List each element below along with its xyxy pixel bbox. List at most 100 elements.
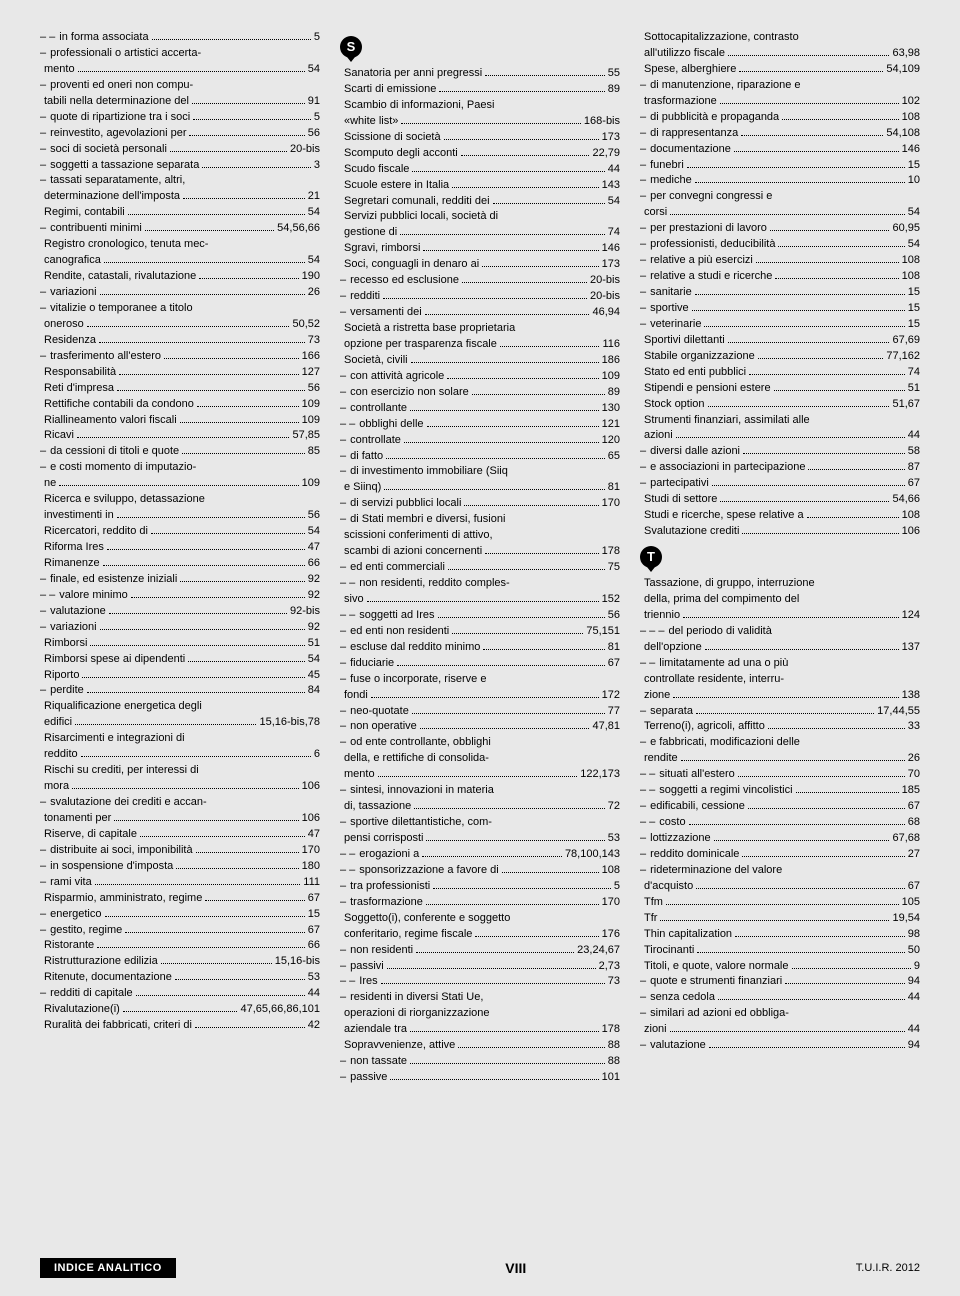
- index-entry: Segretari comunali, redditi dei54: [340, 194, 620, 210]
- index-entry: della, prima del compimento del: [640, 592, 920, 608]
- index-entry: – energetico15: [40, 907, 320, 923]
- entry-page: 190: [302, 269, 320, 285]
- entry-dash: –: [340, 719, 346, 735]
- entry-page: 166: [302, 349, 320, 365]
- entry-page: 105: [902, 895, 920, 911]
- entry-page: 15: [908, 285, 920, 301]
- index-entry: – – soggetti ad Ires56: [340, 608, 620, 624]
- entry-page: 19,54: [892, 911, 920, 927]
- entry-dash: –: [340, 624, 346, 640]
- entry-label: reinvestito, agevolazioni per: [50, 126, 186, 142]
- entry-dots: [367, 601, 599, 602]
- entry-label: scissioni conferimenti di attivo,: [344, 528, 493, 544]
- entry-dots: [768, 728, 905, 729]
- entry-label: Rimborsi spese ai dipendenti: [44, 652, 185, 668]
- index-entry: opzione per trasparenza fiscale116: [340, 337, 620, 353]
- index-entry: Spese, alberghiere54,109: [640, 62, 920, 78]
- entry-label: partecipativi: [650, 476, 709, 492]
- index-entry: sivo152: [340, 592, 620, 608]
- entry-dash: –: [40, 986, 46, 1002]
- entry-dots: [196, 852, 299, 853]
- index-entry: Riserve, di capitale47: [40, 827, 320, 843]
- index-entry: – sintesi, innovazioni in materia: [340, 783, 620, 799]
- entry-label: Sgravi, rimborsi: [344, 241, 420, 257]
- entry-page: 47,81: [592, 719, 620, 735]
- entry-label: canografica: [44, 253, 101, 269]
- index-entry: – di manutenzione, riparazione e: [640, 78, 920, 94]
- entry-dots: [712, 485, 905, 486]
- entry-page: 54: [908, 237, 920, 253]
- entry-page: 42: [308, 1018, 320, 1034]
- entry-label: edifici: [44, 715, 72, 731]
- entry-dash: –: [40, 620, 46, 636]
- index-entry: – passive101: [340, 1070, 620, 1086]
- entry-dots: [452, 187, 598, 188]
- entry-page: 67,69: [892, 333, 920, 349]
- entry-page: 146: [602, 241, 620, 257]
- index-entry: – veterinarie15: [640, 317, 920, 333]
- entry-label: sportive dilettantistiche, com-: [350, 815, 492, 831]
- entry-dash: –: [640, 974, 646, 990]
- entry-dash: – – –: [640, 624, 664, 640]
- entry-page: 44: [908, 990, 920, 1006]
- entry-label: Spese, alberghiere: [644, 62, 736, 78]
- index-entry: Strumenti finanziari, assimilati alle: [640, 413, 920, 429]
- entry-dash: – –: [340, 608, 355, 624]
- entry-page: 15: [308, 907, 320, 923]
- entry-page: 108: [902, 508, 920, 524]
- entry-dots: [136, 995, 305, 996]
- index-entry: – sanitarie15: [640, 285, 920, 301]
- entry-page: 178: [602, 544, 620, 560]
- entry-page: 106: [302, 811, 320, 827]
- entry-dash: –: [640, 126, 646, 142]
- entry-label: variazioni: [50, 285, 96, 301]
- entry-page: 54: [308, 205, 320, 221]
- index-entry: Risparmio, amministrato, regime67: [40, 891, 320, 907]
- entry-dash: –: [40, 46, 46, 62]
- entry-dots: [410, 1031, 599, 1032]
- entry-label: reddito dominicale: [650, 847, 739, 863]
- entry-page: 67: [308, 891, 320, 907]
- index-entry: scambi di azioni concernenti178: [340, 544, 620, 560]
- entry-label: trasformazione: [350, 895, 423, 911]
- entry-dots: [107, 549, 305, 550]
- entry-dots: [170, 151, 287, 152]
- entry-dots: [175, 979, 305, 980]
- entry-label: Risarcimenti e integrazioni di: [44, 731, 185, 747]
- entry-page: 84: [308, 683, 320, 699]
- entry-dash: – –: [40, 30, 55, 46]
- entry-dots: [670, 214, 905, 215]
- entry-label: controllante: [350, 401, 407, 417]
- entry-dash: – –: [640, 815, 655, 831]
- index-entry: Società a ristretta base proprietaria: [340, 321, 620, 337]
- entry-dots: [704, 326, 904, 327]
- entry-dash: –: [640, 799, 646, 815]
- index-entry: della, e rettifiche di consolida-: [340, 751, 620, 767]
- entry-label: e associazioni in partecipazione: [650, 460, 805, 476]
- entry-page: 172: [602, 688, 620, 704]
- entry-label: da cessioni di titoli e quote: [50, 444, 179, 460]
- entry-dots: [483, 649, 604, 650]
- entry-label: Riserve, di capitale: [44, 827, 137, 843]
- entry-dash: –: [640, 317, 646, 333]
- entry-page: 130: [602, 401, 620, 417]
- entry-label: non residenti: [350, 943, 413, 959]
- entry-label: oneroso: [44, 317, 84, 333]
- entry-page: 53: [308, 970, 320, 986]
- entry-page: 54: [908, 205, 920, 221]
- entry-dots: [796, 792, 899, 793]
- entry-label: quote e strumenti finanziari: [650, 974, 782, 990]
- entry-label: di manutenzione, riparazione e: [650, 78, 800, 94]
- entry-page: 77: [608, 704, 620, 720]
- entry-dots: [692, 310, 905, 311]
- entry-dash: –: [40, 604, 46, 620]
- index-entry: – tassati separatamente, altri,: [40, 173, 320, 189]
- entry-dots: [420, 728, 590, 729]
- entry-label: trasferimento all'estero: [50, 349, 161, 365]
- entry-dash: –: [40, 173, 46, 189]
- index-entry: mora106: [40, 779, 320, 795]
- entry-page: 15: [908, 301, 920, 317]
- index-entry: Servizi pubblici locali, società di: [340, 209, 620, 225]
- index-entry: – in sospensione d'imposta180: [40, 859, 320, 875]
- entry-label: operazioni di riorganizzazione: [344, 1006, 490, 1022]
